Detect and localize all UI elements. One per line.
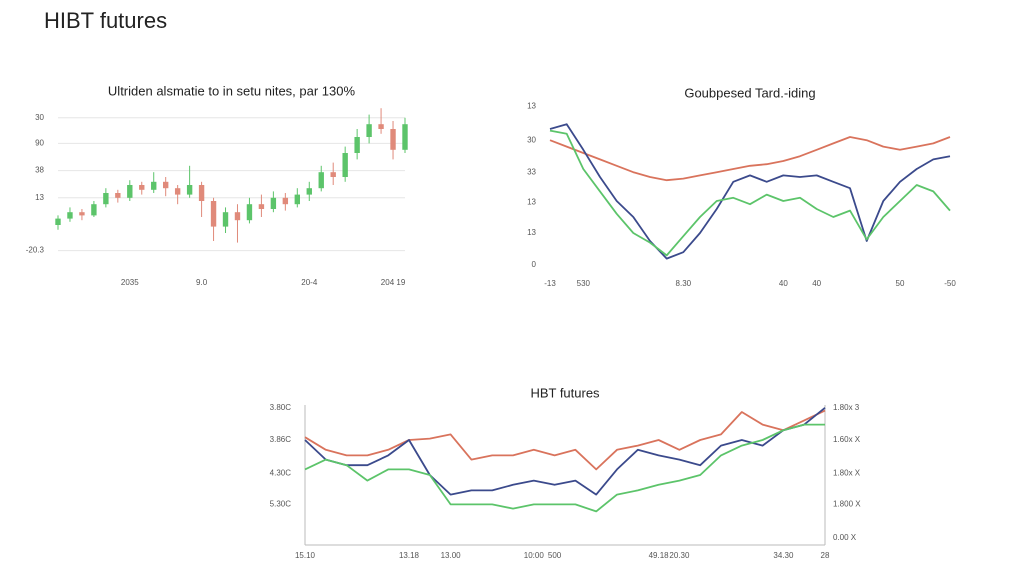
chart-title: HBT futures (530, 385, 600, 400)
x-tick-label: 13.00 (441, 551, 462, 560)
x-tick-label: 2035 (121, 278, 139, 287)
y-tick-label: 0 (532, 260, 537, 269)
y-tick-label: 90 (35, 139, 44, 148)
y-tick-label: -20.3 (26, 246, 45, 255)
series-line (549, 136, 951, 182)
series-line (549, 129, 951, 257)
series-line (304, 423, 825, 513)
candle-body (210, 201, 217, 227)
candle-body (258, 204, 265, 209)
candle-body (390, 129, 396, 150)
series-line (304, 409, 826, 471)
candle-body (342, 153, 348, 177)
candle-body (127, 185, 133, 198)
candle-body (186, 185, 193, 195)
x-tick-label: 500 (548, 551, 562, 560)
candle-body (103, 193, 109, 205)
y-tick-label: 30 (527, 135, 536, 144)
x-tick-label: 40 (812, 279, 821, 288)
x-tick-label: -50 (944, 279, 956, 288)
x-tick-label: 15.10 (295, 551, 316, 560)
candle-body (282, 197, 289, 205)
candle-body (55, 218, 61, 225)
candle-body (354, 137, 360, 153)
candle-body (67, 212, 73, 219)
y-tick-label: 13 (527, 102, 536, 111)
candle-body (306, 188, 312, 195)
y-tick-label: 13 (527, 198, 536, 207)
x-tick-label: -13 (544, 279, 556, 288)
y-tick-label: 13 (527, 228, 536, 237)
candle-body (330, 172, 336, 177)
candle-body (115, 193, 121, 198)
series-line (304, 407, 826, 496)
candle-body (174, 188, 181, 195)
y-tick-label: 3.80C (270, 403, 292, 412)
chart-title: Ultriden alsmatie to in setu nites, par … (108, 83, 356, 98)
x-tick-label: 530 (577, 279, 591, 288)
x-tick-label: 13.18 (399, 551, 420, 560)
candle-body (79, 212, 85, 216)
candle-body (234, 212, 241, 221)
candle-body (402, 124, 408, 150)
y-tick-label: 13 (35, 193, 44, 202)
y-tick-label: 5.30C (270, 500, 292, 509)
x-tick-label: 9.0 (196, 278, 208, 287)
x-tick-label: 34.30 (773, 551, 794, 560)
series-line (549, 123, 951, 260)
y2-tick-label: 1.80x 3 (833, 403, 860, 412)
y2-tick-label: 1.60x X (833, 435, 861, 444)
x-tick-label: 50 (896, 279, 905, 288)
candle-body (246, 204, 253, 221)
x-tick-label: 10:00 (524, 551, 545, 560)
y-tick-label: 33 (527, 167, 536, 176)
candle-body (270, 197, 277, 209)
chart-title: Goubpesed Tard.-iding (684, 85, 815, 100)
y-tick-label: 3.86C (270, 435, 292, 444)
y-tick-label: 30 (35, 113, 44, 122)
candle-body (91, 204, 97, 216)
y-tick-label: 4.30C (270, 469, 292, 478)
x-tick-label: 40 (779, 279, 788, 288)
candle-body (139, 185, 145, 190)
candle-body (162, 181, 169, 189)
candle-body (318, 172, 324, 189)
candle-body (198, 185, 205, 201)
y2-tick-label: 1.800 X (833, 500, 861, 509)
candle-body (378, 124, 384, 129)
x-tick-label: 8.30 (676, 279, 692, 288)
candle-body (151, 181, 157, 190)
x-tick-label: 20.30 (669, 551, 690, 560)
x-tick-label: 28 (821, 551, 830, 560)
candle-body (222, 212, 229, 227)
candle-body (294, 194, 301, 205)
x-tick-label: 49.18 (649, 551, 670, 560)
y2-tick-label: 0.00 X (833, 533, 857, 542)
x-tick-label: 204 19 (381, 278, 406, 287)
x-tick-label: 20-4 (301, 278, 318, 287)
candle-body (366, 124, 372, 137)
page-title: HIBT futures (44, 8, 167, 33)
y-tick-label: 38 (35, 166, 44, 175)
y2-tick-label: 1.80x X (833, 469, 861, 478)
